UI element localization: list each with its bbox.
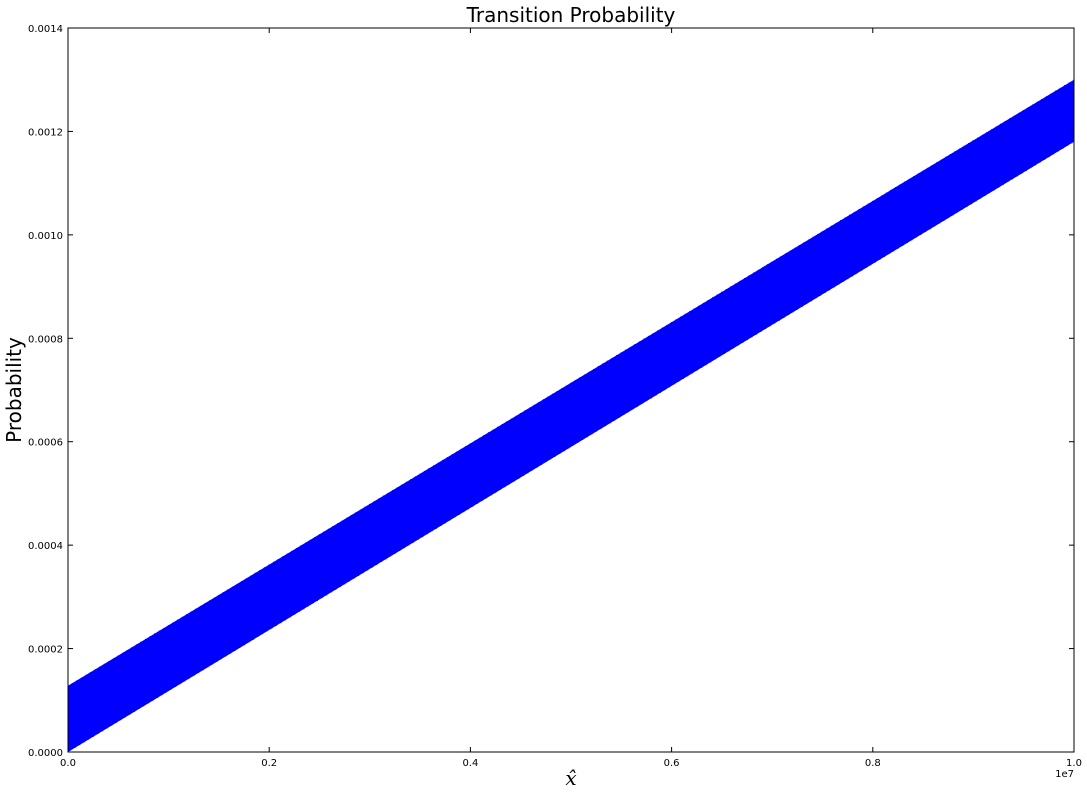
y-tick-label: 0.0004 (28, 541, 63, 552)
x-tick-label: 1.0 (1066, 758, 1082, 769)
x-tick-label: 0.2 (261, 758, 277, 769)
x-axis-offset-label: 1e7 (1055, 769, 1074, 780)
series-line-0 (68, 79, 1074, 751)
x-tick-label: 0.8 (865, 758, 881, 769)
y-tick-label: 0.0006 (28, 438, 63, 449)
axes-frame (67, 27, 1075, 753)
y-tick-label: 0.0012 (28, 127, 63, 138)
x-tick-label: 0.0 (60, 758, 76, 769)
y-tick-label: 0.0014 (28, 24, 63, 35)
y-axis: 0.0000 0.0002 0.0004 0.0006 0.0008 0.0010 0.00… (28, 24, 1074, 759)
y-axis-label: Probability (2, 337, 26, 443)
y-tick-label: 0.0008 (28, 334, 63, 345)
chart-title: Transition Probability (466, 3, 676, 27)
x-axis: 0.0 0.2 0.4 0.6 0.8 1.0 (60, 28, 1082, 769)
y-tick-label: 0.0000 (28, 748, 63, 759)
y-tick-label: 0.0002 (28, 645, 63, 656)
x-tick-label: 0.4 (462, 758, 478, 769)
x-axis-label: x̂ (565, 766, 576, 790)
y-tick-label: 0.0010 (28, 231, 63, 242)
x-tick-label: 0.6 (664, 758, 680, 769)
plot-area (68, 79, 1074, 752)
